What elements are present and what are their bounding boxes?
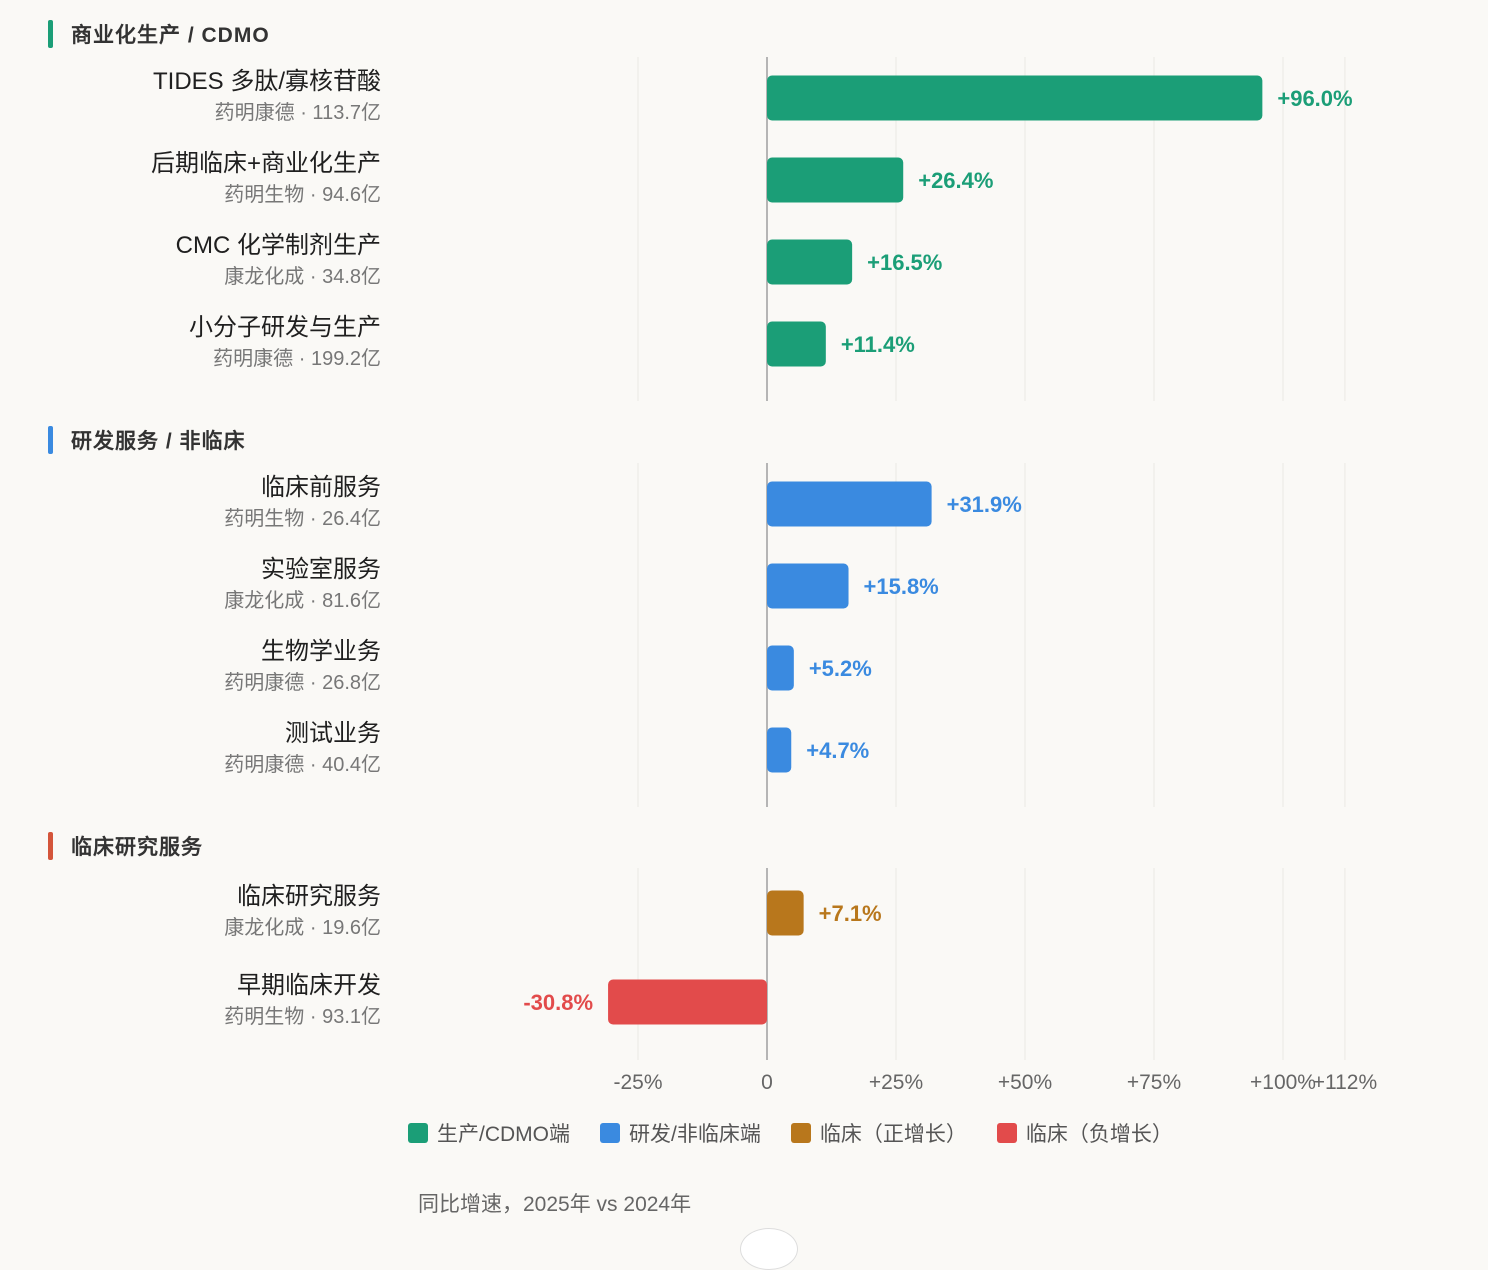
x-tick-label: -25% <box>613 1071 662 1094</box>
section-accent-bar <box>48 426 53 454</box>
legend-label-research: 研发/非临床端 <box>629 1123 761 1146</box>
bar-value-label: +15.8% <box>864 574 939 599</box>
x-tick-label: +100% <box>1250 1071 1316 1094</box>
legend-swatch-research <box>600 1123 620 1143</box>
row-subtitle: 药明康德 · 40.4亿 <box>224 754 381 776</box>
row-name: 测试业务 <box>285 720 381 747</box>
row-name: 小分子研发与生产 <box>189 314 381 341</box>
row-name: CMC 化学制剂生产 <box>175 232 381 259</box>
chart-footnote: 同比增速，2025年 vs 2024年 <box>418 1193 692 1216</box>
row-label: 后期临床+商业化生产药明生物 · 94.6亿 <box>151 149 381 209</box>
chart-legend: 生产/CDMO端 研发/非临床端 临床（正增长） 临床（负增长） <box>408 1118 1203 1148</box>
chart-root: +96.0% +26.4% +16.5% +11.4% +31.9% +15.8% +5.2… <box>48 19 1377 1094</box>
row-name: 早期临床开发 <box>237 972 381 999</box>
bar <box>767 727 792 773</box>
bar-value-label: +4.7% <box>806 738 869 763</box>
legend-item-clinical-negative[interactable]: 临床（负增长） <box>996 1118 1173 1148</box>
section-title-0: 商业化生产 / CDMO <box>48 19 270 49</box>
row-name: TIDES 多肽/寡核苷酸 <box>152 68 381 95</box>
row-subtitle: 康龙化成 · 34.8亿 <box>224 266 381 288</box>
scroll-handle[interactable] <box>740 1228 798 1270</box>
row-subtitle: 药明生物 · 94.6亿 <box>224 184 381 206</box>
bar-value-label: +96.0% <box>1277 86 1352 111</box>
row-label: 临床前服务药明生物 · 26.4亿 <box>224 473 381 533</box>
legend-swatch-clinical-negative <box>996 1123 1017 1143</box>
bar-value-label: +16.5% <box>867 250 942 275</box>
x-tick-label: +112% <box>1313 1071 1377 1094</box>
x-tick-label: +50% <box>998 1071 1052 1094</box>
row-name: 临床前服务 <box>261 474 381 501</box>
row-label: 临床研究服务康龙化成 · 19.6亿 <box>224 882 381 942</box>
row-name: 实验室服务 <box>261 556 381 583</box>
section-title-text: 临床研究服务 <box>71 836 203 859</box>
row-subtitle: 药明生物 · 26.4亿 <box>224 508 381 530</box>
section-title-1: 研发服务 / 非临床 <box>48 425 246 455</box>
legend-item-clinical-positive[interactable]: 临床（正增长） <box>790 1118 967 1148</box>
bar-plot: +96.0% +26.4% +16.5% +11.4% +31.9% +15.8% +5.2… <box>523 57 1377 1094</box>
bar-value-label: +31.9% <box>947 492 1022 517</box>
row-subtitle: 药明康德 · 113.7亿 <box>214 102 381 124</box>
legend-label-production: 生产/CDMO端 <box>437 1123 570 1146</box>
legend-swatch-clinical-positive <box>790 1123 811 1143</box>
legend-item-production[interactable]: 生产/CDMO端 <box>408 1118 570 1148</box>
bar <box>767 75 1263 121</box>
legend-label-clinical-negative: 临床（负增长） <box>1025 1123 1173 1146</box>
bar-value-label: +7.1% <box>819 901 882 926</box>
bar <box>767 481 932 527</box>
bar <box>767 563 849 609</box>
bar <box>608 979 767 1025</box>
row-subtitle: 康龙化成 · 19.6亿 <box>224 917 381 939</box>
section-accent-bar <box>48 832 53 860</box>
bar <box>767 239 853 285</box>
legend-label-clinical-positive: 临床（正增长） <box>819 1123 967 1146</box>
legend-item-research[interactable]: 研发/非临床端 <box>600 1118 761 1148</box>
bar <box>767 645 794 691</box>
x-tick-label: 0 <box>761 1071 773 1094</box>
section-title-text: 商业化生产 / CDMO <box>71 24 270 47</box>
row-label: CMC 化学制剂生产康龙化成 · 34.8亿 <box>176 231 381 291</box>
bar-value-label: +11.4% <box>841 332 915 357</box>
bar-value-label: +26.4% <box>918 168 993 193</box>
row-name: 临床研究服务 <box>237 883 381 910</box>
section-title-2: 临床研究服务 <box>48 831 203 861</box>
bar-value-label: -30.8% <box>523 990 593 1015</box>
row-subtitle: 药明康德 · 199.2亿 <box>213 348 381 370</box>
row-subtitle: 药明生物 · 93.1亿 <box>224 1006 381 1028</box>
bar <box>767 321 826 367</box>
row-label: 早期临床开发药明生物 · 93.1亿 <box>224 971 381 1031</box>
section-accent-bar <box>48 20 53 48</box>
row-name: 生物学业务 <box>261 638 381 665</box>
section-title-text: 研发服务 / 非临床 <box>71 430 246 453</box>
bar <box>767 890 804 936</box>
row-label: 测试业务药明康德 · 40.4亿 <box>224 719 381 779</box>
row-label: 生物学业务药明康德 · 26.8亿 <box>224 637 381 697</box>
row-subtitle: 药明康德 · 26.8亿 <box>224 672 381 694</box>
row-label: 小分子研发与生产药明康德 · 199.2亿 <box>189 313 381 373</box>
row-name: 后期临床+商业化生产 <box>150 150 381 177</box>
row-subtitle: 康龙化成 · 81.6亿 <box>224 590 381 612</box>
row-label: TIDES 多肽/寡核苷酸药明康德 · 113.7亿 <box>153 67 381 127</box>
x-tick-label: +75% <box>1127 1071 1181 1094</box>
bar <box>767 157 904 203</box>
legend-swatch-production <box>408 1123 428 1143</box>
x-tick-label: +25% <box>869 1071 923 1094</box>
row-label: 实验室服务康龙化成 · 81.6亿 <box>224 555 381 615</box>
bar-value-label: +5.2% <box>809 656 872 681</box>
